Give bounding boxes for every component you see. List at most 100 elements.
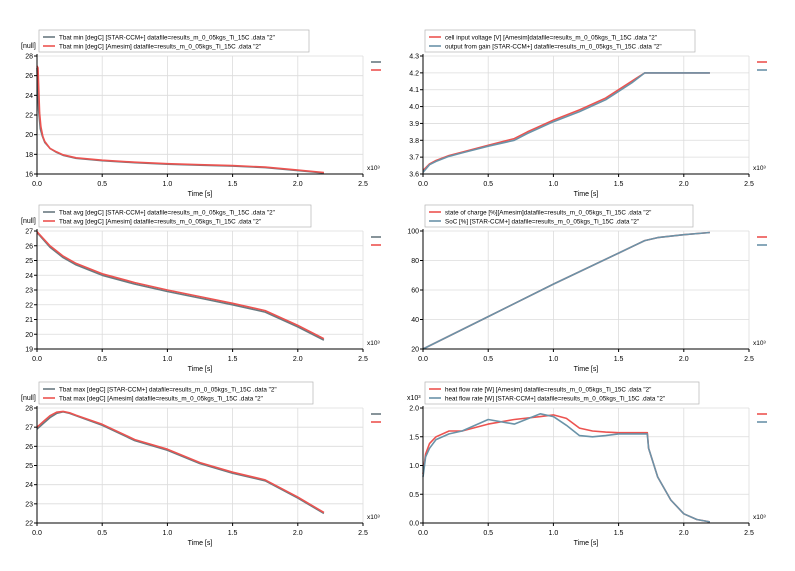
series-line-1 (36, 410, 325, 515)
y-tick-label: 4.2 (409, 70, 419, 77)
x-tick-label: 2.0 (293, 181, 303, 188)
y-unit-label: [null] (21, 43, 36, 50)
legend: Tbat min [degC] [STAR-CCM+] datafile=res… (38, 29, 310, 53)
y-tick-label: 22 (25, 521, 33, 528)
series-line-1 (36, 231, 325, 341)
x-axis-label: Time [s] (574, 540, 599, 547)
x-tick-label: 0.0 (418, 181, 428, 188)
legend-label: Tbat avg [degC] [STAR-CCM+] datafile=res… (59, 210, 275, 217)
y-tick-label: 18 (25, 152, 33, 159)
y-tick-label: 28 (25, 54, 33, 61)
legend-label: output from gain [STAR-CCM+] datafile=re… (445, 44, 662, 51)
x-multiplier-label: x10³ (367, 340, 380, 347)
chart-panel-2: 0.0 0.5 1.0 1.5 2.0 2.5 3.6 3.7 3.8 3.9 4.0 4.1 4.2 4… (409, 29, 767, 198)
legend-box (38, 381, 314, 405)
y-tick-label: 22 (25, 302, 33, 309)
x-multiplier-label: x10³ (367, 514, 380, 521)
x-tick-label: 0.5 (97, 181, 107, 188)
y-tick-label: 3.6 (409, 172, 419, 179)
chart-panel-3: 0.0 0.5 1.0 1.5 2.0 2.5 19 20 21 22 23 24 25 26 27 [nul… (21, 204, 381, 373)
y-unit-label: [null] (21, 218, 36, 225)
legend-box (38, 204, 312, 228)
y-tick-label: 4.0 (409, 104, 419, 111)
y-tick-label: 27 (25, 229, 33, 236)
x-tick-label: 1.5 (614, 530, 624, 537)
y-tick-label: 4.3 (409, 54, 419, 61)
y-tick-label: 60 (411, 288, 419, 295)
y-tick-label: 20 (411, 347, 419, 354)
y-unit-label: [null] (21, 395, 36, 402)
y-tick-label: 28 (25, 406, 33, 413)
y-tick-label: 100 (407, 229, 419, 236)
x-tick-label: 0.5 (483, 356, 493, 363)
legend-label: state of charge [%][Amesim]datafile=resu… (445, 210, 651, 217)
y-tick-label: 1.0 (409, 463, 419, 470)
legend-label: Tbat min [degC] [STAR-CCM+] datafile=res… (59, 35, 275, 42)
x-tick-label: 1.0 (163, 356, 173, 363)
x-tick-label: 0.5 (483, 530, 493, 537)
x-axis-label: Time [s] (188, 191, 213, 198)
chart-panel-1: 0.0 0.5 1.0 1.5 2.0 2.5 16 18 20 22 24 26 28 [null] x1… (21, 29, 381, 198)
series-line-1 (36, 67, 324, 174)
series-line-1 (422, 414, 711, 523)
x-tick-label: 2.0 (679, 356, 689, 363)
x-tick-label: 0.5 (97, 356, 107, 363)
legend-label: heat flow rate [W] [STAR-CCM+] datafile=… (445, 396, 665, 403)
x-tick-label: 1.5 (228, 530, 238, 537)
legend: cell input voltage [V] [Amesim]datafile=… (424, 29, 696, 53)
x-tick-label: 2.5 (358, 181, 368, 188)
y-tick-label: 0.0 (409, 521, 419, 528)
x-tick-label: 0.0 (32, 530, 42, 537)
legend-label: Tbat min [degC] [Amesim] datafile=result… (59, 44, 261, 51)
legend-label: Tbat max [degC] [Amesim] datafile=result… (59, 396, 263, 403)
x-tick-label: 0.0 (32, 356, 42, 363)
x-tick-label: 2.0 (293, 356, 303, 363)
chart-panel-6: 0.0 0.5 1.0 1.5 2.0 2.5 0.0 0.5 1.0 1.5 2.0 x10³ x10… (407, 381, 767, 547)
x-multiplier-label: x10³ (753, 514, 766, 521)
x-multiplier-label: x10³ (753, 340, 766, 347)
x-tick-label: 1.5 (228, 181, 238, 188)
series-line-2 (422, 72, 710, 173)
y-tick-label: 26 (25, 444, 33, 451)
chart-panel-4: 0.0 0.5 1.0 1.5 2.0 2.5 20 40 60 80 100 x10³ Time [s… (407, 204, 767, 373)
x-axis-label: Time [s] (574, 366, 599, 373)
legend-box (38, 29, 310, 53)
x-axis-label: Time [s] (188, 366, 213, 373)
y-tick-label: 26 (25, 243, 33, 250)
y-tick-label: 24 (25, 93, 33, 100)
x-tick-label: 1.0 (549, 530, 559, 537)
y-tick-label: 25 (25, 258, 33, 265)
y-tick-label: 3.9 (409, 121, 419, 128)
legend: Tbat avg [degC] [STAR-CCM+] datafile=res… (38, 204, 312, 228)
series-line-2 (36, 65, 324, 174)
legend-box (424, 381, 700, 405)
chart-panel-5: 0.0 0.5 1.0 1.5 2.0 2.5 22 23 24 25 26 27 28 [null] x1… (21, 381, 381, 547)
x-tick-label: 2.0 (679, 181, 689, 188)
series-line-2 (422, 412, 711, 523)
y-tick-label: 1.5 (409, 434, 419, 441)
y-tick-label: 27 (25, 425, 33, 432)
y-tick-label: 40 (411, 317, 419, 324)
x-tick-label: 0.0 (32, 181, 42, 188)
series-line-1 (422, 72, 710, 172)
y-tick-label: 19 (25, 347, 33, 354)
legend-label: heat flow rate [W] [Amesim] datafile=res… (445, 387, 651, 394)
y-tick-label: 21 (25, 317, 33, 324)
y-unit-label: x10³ (407, 395, 421, 402)
legend-label: SoC [%] [STAR-CCM+] datafile=results_m_0… (445, 219, 639, 226)
x-tick-label: 0.0 (418, 356, 428, 363)
legend-box (424, 204, 694, 228)
x-tick-label: 1.5 (228, 356, 238, 363)
series-line-2 (36, 410, 325, 514)
y-tick-label: 80 (411, 258, 419, 265)
x-multiplier-label: x10³ (753, 165, 766, 172)
x-axis-label: Time [s] (574, 191, 599, 198)
x-tick-label: 2.5 (744, 530, 754, 537)
x-tick-label: 0.5 (97, 530, 107, 537)
x-tick-label: 1.0 (163, 530, 173, 537)
legend: state of charge [%][Amesim]datafile=resu… (424, 204, 694, 228)
y-tick-label: 4.1 (409, 87, 419, 94)
x-tick-label: 2.5 (358, 530, 368, 537)
series-line-2 (36, 231, 325, 340)
